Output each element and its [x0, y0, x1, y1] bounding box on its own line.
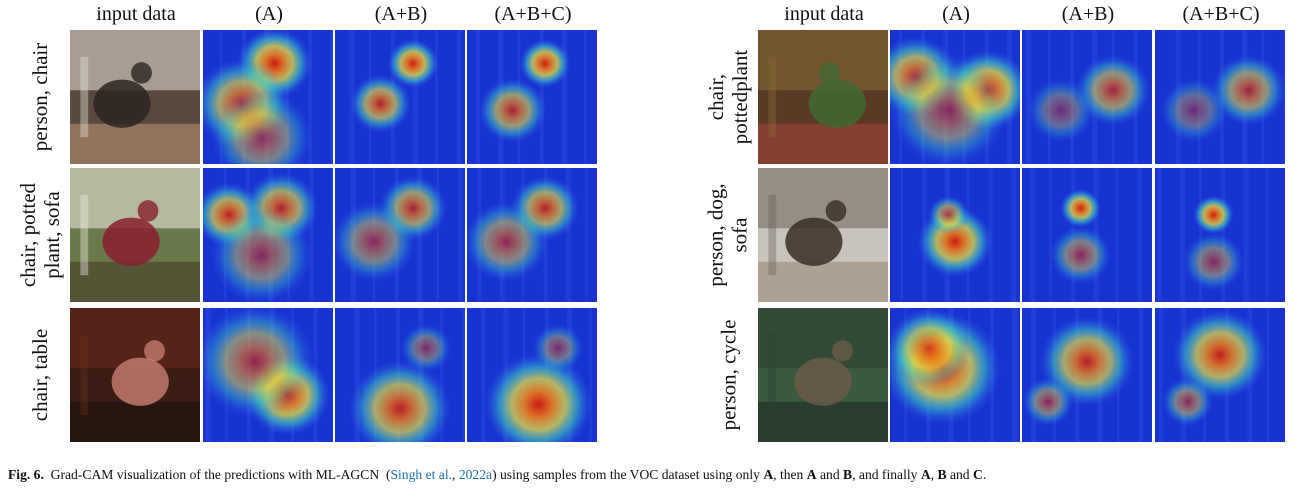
gradcam-heatmap [335, 30, 465, 164]
right-panel-row-label-1: person, dog, sofa [700, 168, 756, 302]
left-panel-header-3: (A+B+C) [494, 3, 572, 25]
gradcam-heatmap [1022, 30, 1152, 164]
left-panel-header-0: input data [96, 3, 176, 25]
gradcam-heatmap [203, 308, 333, 442]
input-image [758, 168, 888, 302]
input-image [758, 30, 888, 164]
left-panel-header-1: (A) [255, 3, 283, 25]
right-panel-header-1: (A) [942, 3, 970, 25]
input-image [758, 308, 888, 442]
left-panel-row-label-0: person, chair [12, 30, 68, 164]
gradcam-heatmap [1022, 168, 1152, 302]
gradcam-heatmap [1155, 30, 1285, 164]
input-image [70, 308, 200, 442]
row-label-line: pottedplant [728, 49, 753, 145]
gradcam-heatmap [203, 168, 333, 302]
gradcam-heatmap [467, 308, 597, 442]
figure-caption: Fig. 6. Grad-CAM visualization of the pr… [8, 467, 987, 482]
row-label-line: chair, table [28, 328, 53, 422]
citation-author-link[interactable]: Singh et al. [390, 467, 453, 482]
row-label-line: chair, potted [16, 182, 40, 288]
gradcam-heatmap [890, 30, 1020, 164]
right-panel-row-label-0: chair, pottedplant [700, 30, 756, 164]
row-label-line: plant, sofa [40, 191, 64, 279]
gradcam-heatmap [335, 168, 465, 302]
right-panel-header-3: (A+B+C) [1182, 3, 1260, 25]
gradcam-heatmap [890, 308, 1020, 442]
row-label-line: person, chair [28, 42, 52, 152]
row-label-line: person, cycle [716, 319, 741, 431]
right-panel-header-2: (A+B) [1061, 3, 1115, 25]
right-panel-row-label-2: person, cycle [700, 308, 756, 442]
citation-year-link[interactable]: 2022a [458, 467, 493, 482]
row-label-line: chair, [704, 73, 729, 121]
gradcam-heatmap [890, 168, 1020, 302]
gradcam-heatmap [1022, 308, 1152, 442]
gradcam-heatmap [203, 30, 333, 164]
gradcam-heatmap [1155, 168, 1285, 302]
left-panel-row-label-1: chair, potted plant, sofa [12, 168, 68, 302]
left-panel-header-2: (A+B) [374, 3, 428, 25]
gradcam-heatmap [1155, 308, 1285, 442]
right-panel-header-0: input data [784, 3, 864, 25]
gradcam-heatmap [335, 308, 465, 442]
caption-text: Grad-CAM visualization of the prediction… [50, 467, 380, 482]
row-label-line: person, dog, [704, 183, 728, 287]
gradcam-heatmap [467, 30, 597, 164]
figure-number: Fig. 6. [8, 467, 44, 482]
gradcam-heatmap [467, 168, 597, 302]
input-image [70, 30, 200, 164]
left-panel-row-label-2: chair, table [12, 308, 68, 442]
row-label-line: sofa [728, 217, 752, 253]
input-image [70, 168, 200, 302]
